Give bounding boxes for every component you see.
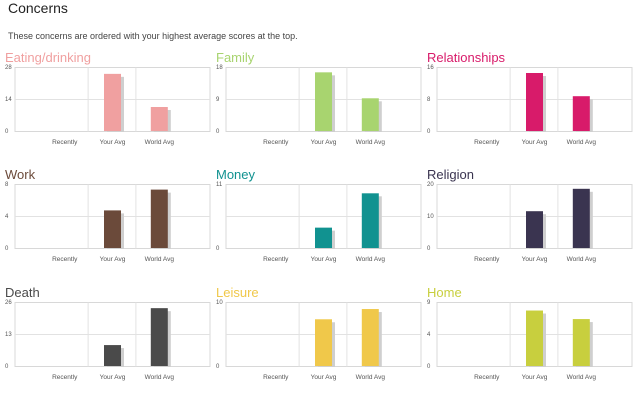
x-category-label: Recently [263,256,289,263]
bar-your-avg [104,73,121,131]
chart-panel-relationships: Relationships 0 8 16 Recently Your Avg World A… [427,50,633,172]
x-category-label: World Avg [567,256,597,263]
y-tick-label: 0 [5,129,9,135]
x-category-label: Recently [52,374,78,381]
y-tick-label: 9 [216,97,220,103]
y-tick-label: 0 [216,129,220,135]
y-tick-label: 26 [5,300,12,306]
bar-world-avg [572,319,590,366]
x-category-label: World Avg [145,139,175,146]
x-category-label: World Avg [356,256,386,263]
bar-chart: 0 11 Recently Your Avg World Avg [216,182,422,263]
chart-title: Work [5,167,36,182]
bar-world-avg [572,96,590,131]
x-category-label: Your Avg [100,139,126,146]
x-category-label: Recently [52,139,78,146]
chart-title: Religion [427,167,474,182]
bar-your-avg [526,310,543,366]
x-category-label: Your Avg [522,256,548,263]
bar-your-avg [104,210,121,248]
bar-world-avg [361,193,379,248]
x-category-label: World Avg [145,256,175,263]
chart-panel-leisure: Leisure 0 10 Recently Your Avg World Avg [216,285,422,407]
x-category-label: Your Avg [311,256,337,263]
x-category-label: Your Avg [100,374,126,381]
y-tick-label: 0 [427,246,431,252]
bar-world-avg [150,189,168,248]
x-category-label: Recently [263,139,289,146]
y-tick-label: 0 [216,364,220,370]
x-category-label: World Avg [356,139,386,146]
bar-your-avg [315,72,332,131]
bar-chart: 0 13 26 Recently Your Avg World Avg [5,300,211,381]
x-category-label: Recently [263,374,289,381]
chart-title: Relationships [427,50,506,65]
chart-title: Eating/drinking [5,50,91,65]
bar-your-avg [526,211,543,248]
page-title: Concerns [8,0,68,16]
y-tick-label: 9 [427,300,431,306]
x-category-label: Your Avg [100,256,126,263]
bar-chart: 0 14 28 Recently Your Avg World Avg [5,65,211,146]
y-tick-label: 10 [216,300,223,306]
x-category-label: World Avg [145,374,175,381]
chart-title: Family [216,50,255,65]
y-tick-label: 28 [5,65,12,71]
x-category-label: Your Avg [522,374,548,381]
x-category-label: Your Avg [311,139,337,146]
x-category-label: Recently [474,374,500,381]
y-tick-label: 4 [427,332,431,338]
bar-world-avg [572,188,590,248]
chart-panel-home: Home 0 4 9 Recently Your Avg World Avg [427,285,633,407]
x-category-label: Recently [52,256,78,263]
chart-title: Death [5,285,40,300]
y-tick-label: 10 [427,214,434,220]
bar-chart: 0 4 9 Recently Your Avg World Avg [427,300,633,381]
y-tick-label: 0 [427,129,431,135]
page-subtitle: These concerns are ordered with your hig… [8,31,298,41]
chart-panel-family: Family 0 9 18 Recently Your Avg World Avg [216,50,422,172]
bar-your-avg [526,73,543,131]
bar-your-avg [315,319,332,366]
y-tick-label: 14 [5,97,12,103]
bar-world-avg [361,98,379,131]
x-category-label: Recently [474,139,500,146]
chart-title: Leisure [216,285,259,300]
y-tick-label: 0 [5,364,9,370]
y-tick-label: 4 [5,214,9,220]
y-tick-label: 8 [427,97,431,103]
bar-chart: 0 10 20 Recently Your Avg World Avg [427,182,633,263]
bar-chart: 0 4 8 Recently Your Avg World Avg [5,182,211,263]
x-category-label: Your Avg [311,374,337,381]
y-tick-label: 20 [427,182,434,188]
chart-panel-death: Death 0 13 26 Recently Your Avg World Avg [5,285,211,407]
x-category-label: World Avg [567,374,597,381]
bar-world-avg [361,309,379,366]
y-tick-label: 0 [427,364,431,370]
bar-world-avg [150,308,168,366]
bar-chart: 0 8 16 Recently Your Avg World Avg [427,65,633,146]
y-tick-label: 0 [216,246,220,252]
chart-panel-work: Work 0 4 8 Recently Your Avg World Avg [5,167,211,289]
x-category-label: World Avg [356,374,386,381]
bar-your-avg [104,345,121,366]
y-tick-label: 13 [5,332,12,338]
x-category-label: Your Avg [522,139,548,146]
chart-title: Home [427,285,462,300]
y-tick-label: 0 [5,246,9,252]
y-tick-label: 18 [216,65,223,71]
x-category-label: Recently [474,256,500,263]
chart-panel-eating-drinking: Eating/drinking 0 14 28 Recently Your Avg Worl… [5,50,211,172]
bar-your-avg [315,227,332,248]
chart-panel-money: Money 0 11 Recently Your Avg World Avg [216,167,422,289]
x-category-label: World Avg [567,139,597,146]
bar-chart: 0 9 18 Recently Your Avg World Avg [216,65,422,146]
y-tick-label: 8 [5,182,9,188]
y-tick-label: 11 [216,182,223,188]
chart-panel-religion: Religion 0 10 20 Recently Your Avg World Avg [427,167,633,289]
y-tick-label: 16 [427,65,434,71]
chart-title: Money [216,167,256,182]
bar-chart: 0 10 Recently Your Avg World Avg [216,300,422,381]
bar-world-avg [150,107,168,131]
